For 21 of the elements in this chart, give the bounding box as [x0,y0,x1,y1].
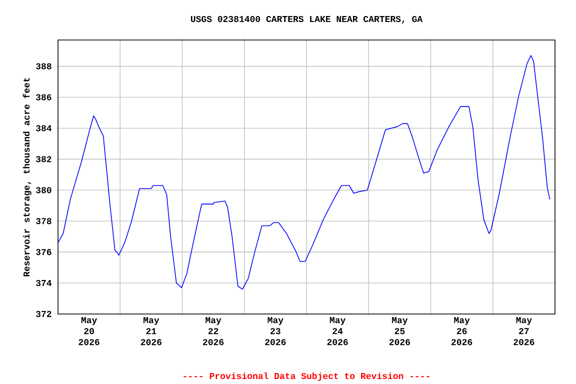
x-tick-label: May 26 2026 [452,317,472,346]
text: ---- Provisional Data Subject to Revision ---- [184,372,430,381]
y-tick-label: 372 [36,310,52,318]
y-tick-label: 382 [36,156,52,162]
y-tick-label: 380 [36,187,52,194]
y-tick-label: 374 [36,280,52,286]
y-tick-label: 376 [36,249,52,256]
y-tick-label: 378 [36,218,52,224]
x-tick-label: May 20 2026 [78,317,100,346]
x-tick-label: May 25 2026 [389,317,410,346]
x-tick-label: May 23 2026 [265,317,286,346]
y-tick-label: 384 [36,125,52,132]
x-tick-label: May 22 2026 [203,317,224,346]
x-tick-label: May 21 2026 [140,317,162,346]
y-tick-label: 386 [36,94,52,100]
x-tick-label: May 27 2026 [514,317,534,346]
y-tick-label: 388 [36,63,52,70]
chart-title: USGS 02381400 CARTERS LAKE NEAR CARTERS, GA [190,16,423,24]
line-series [58,55,550,290]
y-axis-title: Reservoir storage, thousand acre feet [22,78,32,276]
x-tick-label: May 24 2026 [327,317,348,346]
